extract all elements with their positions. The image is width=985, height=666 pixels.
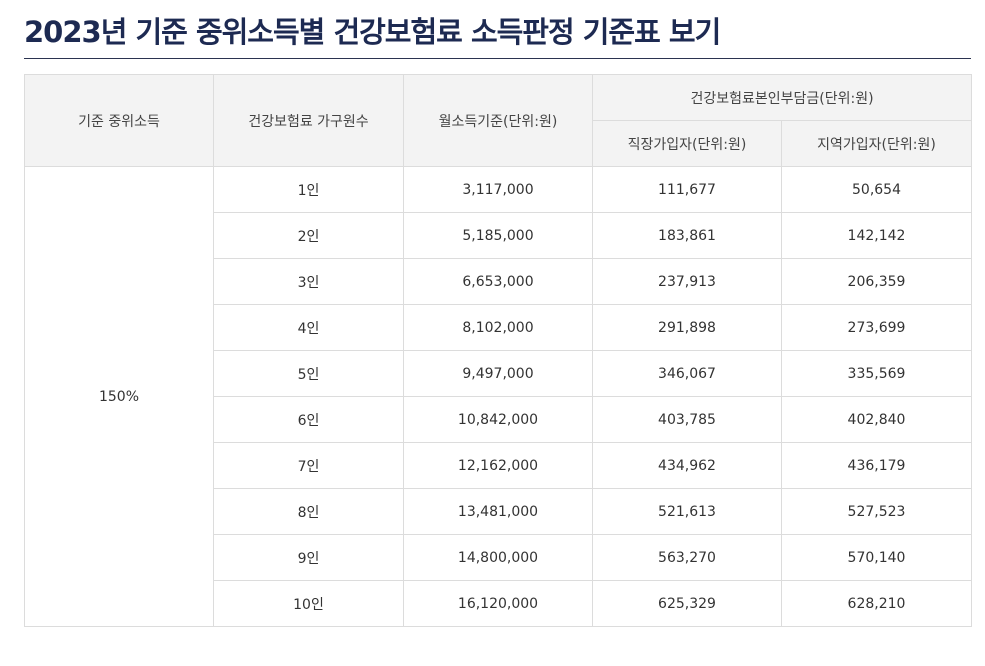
regional-premium-cell: 335,569 xyxy=(781,350,972,397)
header-employee-subscriber: 직장가입자(단위:원) xyxy=(592,120,782,167)
monthly-income-cell: 3,117,000 xyxy=(403,166,593,213)
household-size-cell: 6인 xyxy=(213,396,404,443)
table-subheader-row: 직장가입자(단위:원) 지역가입자(단위:원) xyxy=(25,120,972,167)
monthly-income-cell: 14,800,000 xyxy=(403,534,593,581)
employee-premium-cell: 563,270 xyxy=(592,534,782,581)
header-monthly-income: 월소득기준(단위:원) xyxy=(403,74,593,167)
household-size-cell: 8인 xyxy=(213,488,404,535)
title-divider xyxy=(24,58,971,59)
regional-premium-cell: 273,699 xyxy=(781,304,972,351)
employee-premium-cell: 291,898 xyxy=(592,304,782,351)
table-row: 10인 16,120,000 625,329 628,210 xyxy=(25,580,972,627)
employee-premium-cell: 403,785 xyxy=(592,396,782,443)
monthly-income-cell: 9,497,000 xyxy=(403,350,593,397)
regional-premium-cell: 402,840 xyxy=(781,396,972,443)
employee-premium-cell: 625,329 xyxy=(592,580,782,627)
table-row: 3인 6,653,000 237,913 206,359 xyxy=(25,258,972,305)
household-size-cell: 1인 xyxy=(213,166,404,213)
monthly-income-cell: 13,481,000 xyxy=(403,488,593,535)
table-row: 5인 9,497,000 346,067 335,569 xyxy=(25,350,972,397)
household-size-cell: 7인 xyxy=(213,442,404,489)
table-row: 150% 1인 3,117,000 111,677 50,654 xyxy=(24,166,972,627)
header-premium-group: 건강보험료본인부담금(단위:원) xyxy=(592,74,972,121)
monthly-income-cell: 6,653,000 xyxy=(403,258,593,305)
household-size-cell: 10인 xyxy=(213,580,404,627)
table-row: 8인 13,481,000 521,613 527,523 xyxy=(25,488,972,535)
household-size-cell: 9인 xyxy=(213,534,404,581)
household-size-cell: 5인 xyxy=(213,350,404,397)
table-body: 150% 1인 3,117,000 111,677 50,654 2인 5,185,000 1… xyxy=(24,166,972,627)
monthly-income-cell: 8,102,000 xyxy=(403,304,593,351)
employee-premium-cell: 183,861 xyxy=(592,212,782,259)
monthly-income-cell: 10,842,000 xyxy=(403,396,593,443)
median-income-ratio-cell: 150% xyxy=(24,166,214,627)
header-regional-subscriber: 지역가입자(단위:원) xyxy=(781,120,972,167)
household-size-cell: 3인 xyxy=(213,258,404,305)
monthly-income-cell: 5,185,000 xyxy=(403,212,593,259)
page-title: 2023년 기준 중위소득별 건강보험료 소득판정 기준표 보기 xyxy=(24,15,721,49)
regional-premium-cell: 436,179 xyxy=(781,442,972,489)
regional-premium-cell: 50,654 xyxy=(781,166,972,213)
employee-premium-cell: 237,913 xyxy=(592,258,782,305)
regional-premium-cell: 206,359 xyxy=(781,258,972,305)
household-size-cell: 4인 xyxy=(213,304,404,351)
regional-premium-cell: 570,140 xyxy=(781,534,972,581)
table-row: 4인 8,102,000 291,898 273,699 xyxy=(25,304,972,351)
table-row: 2인 5,185,000 183,861 142,142 xyxy=(25,212,972,259)
regional-premium-cell: 527,523 xyxy=(781,488,972,535)
employee-premium-cell: 434,962 xyxy=(592,442,782,489)
regional-premium-cell: 142,142 xyxy=(781,212,972,259)
table-row: 7인 12,162,000 434,962 436,179 xyxy=(25,442,972,489)
employee-premium-cell: 346,067 xyxy=(592,350,782,397)
header-median-income: 기준 중위소득 xyxy=(24,74,214,167)
monthly-income-cell: 12,162,000 xyxy=(403,442,593,489)
table-header-row: 기준 중위소득 건강보험료 가구원수 월소득기준(단위:원) 건강보험료본인부담… xyxy=(24,74,972,167)
table-row: 6인 10,842,000 403,785 402,840 xyxy=(25,396,972,443)
employee-premium-cell: 521,613 xyxy=(592,488,782,535)
employee-premium-cell: 111,677 xyxy=(592,166,782,213)
monthly-income-cell: 16,120,000 xyxy=(403,580,593,627)
household-size-cell: 2인 xyxy=(213,212,404,259)
regional-premium-cell: 628,210 xyxy=(781,580,972,627)
header-household-size: 건강보험료 가구원수 xyxy=(213,74,404,167)
premium-criteria-table: 기준 중위소득 건강보험료 가구원수 월소득기준(단위:원) 건강보험료본인부담… xyxy=(24,74,972,627)
